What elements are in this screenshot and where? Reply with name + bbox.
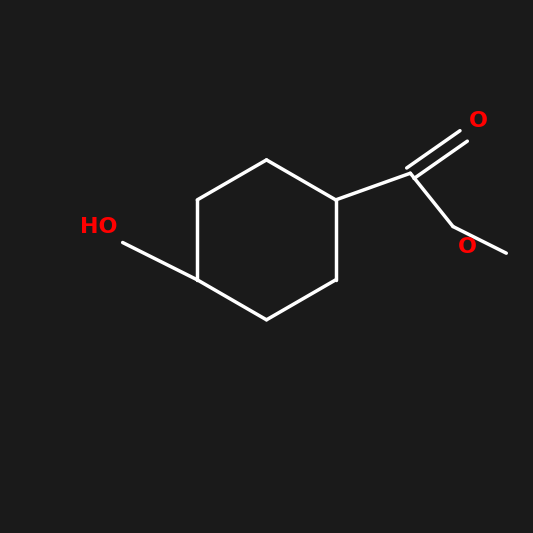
Text: O: O xyxy=(458,237,478,257)
Text: O: O xyxy=(469,110,488,131)
Text: HO: HO xyxy=(80,217,117,237)
